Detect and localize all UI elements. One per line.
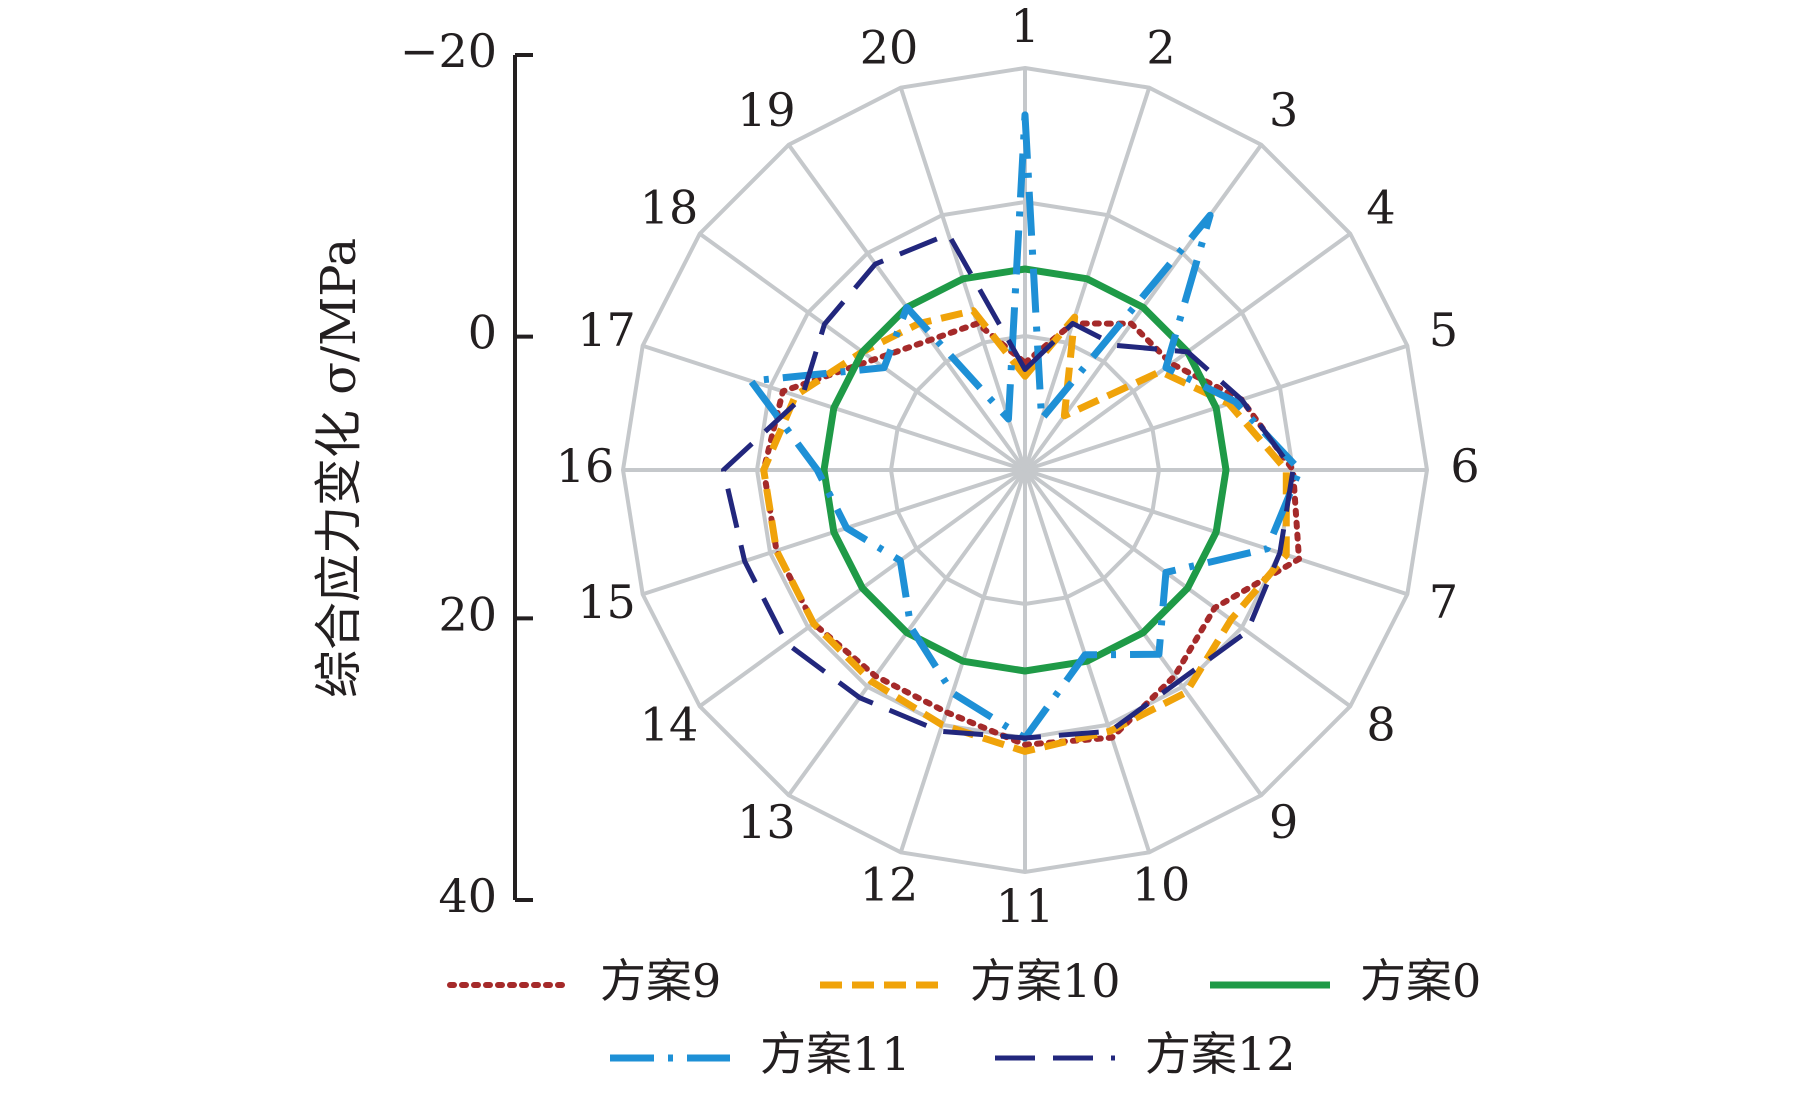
y-axis-label: 综合应力变化 σ/MPa	[311, 238, 367, 698]
category-label: 17	[577, 303, 636, 357]
category-label: 18	[640, 180, 699, 234]
category-label: 15	[577, 575, 636, 629]
legend-label: 方案0	[1360, 954, 1481, 1008]
legend-label: 方案9	[600, 954, 721, 1008]
category-label: 19	[737, 83, 796, 137]
category-label: 14	[640, 698, 699, 752]
category-label: 1	[1010, 0, 1039, 53]
tick-label: 0	[468, 306, 497, 360]
series-lines	[721, 111, 1304, 755]
category-label: 6	[1450, 439, 1479, 493]
value-axis: 综合应力变化 σ/MPa −20 0 20 40	[311, 24, 533, 923]
category-label: 13	[737, 795, 796, 849]
category-label: 7	[1429, 575, 1458, 629]
category-label: 12	[860, 857, 919, 911]
series-line	[721, 231, 1296, 741]
category-label: 20	[860, 21, 919, 75]
legend-label: 方案10	[970, 954, 1121, 1008]
category-label: 9	[1269, 795, 1298, 849]
category-label: 10	[1132, 857, 1191, 911]
category-label: 5	[1429, 303, 1458, 357]
legend: 方案9 方案10 方案0 方案11 方案12	[447, 954, 1481, 1081]
category-label: 3	[1269, 83, 1298, 137]
series-line	[760, 307, 1290, 755]
tick-label: 40	[438, 869, 497, 923]
legend-label: 方案12	[1145, 1027, 1296, 1081]
tick-label: 20	[438, 587, 497, 641]
category-label: 11	[996, 879, 1055, 933]
category-label: 8	[1366, 698, 1395, 752]
category-label: 16	[556, 439, 615, 493]
series-line	[820, 265, 1230, 675]
tick-label: −20	[400, 24, 497, 78]
category-label: 4	[1366, 180, 1395, 234]
category-label: 2	[1146, 21, 1175, 75]
legend-label: 方案11	[760, 1027, 911, 1081]
